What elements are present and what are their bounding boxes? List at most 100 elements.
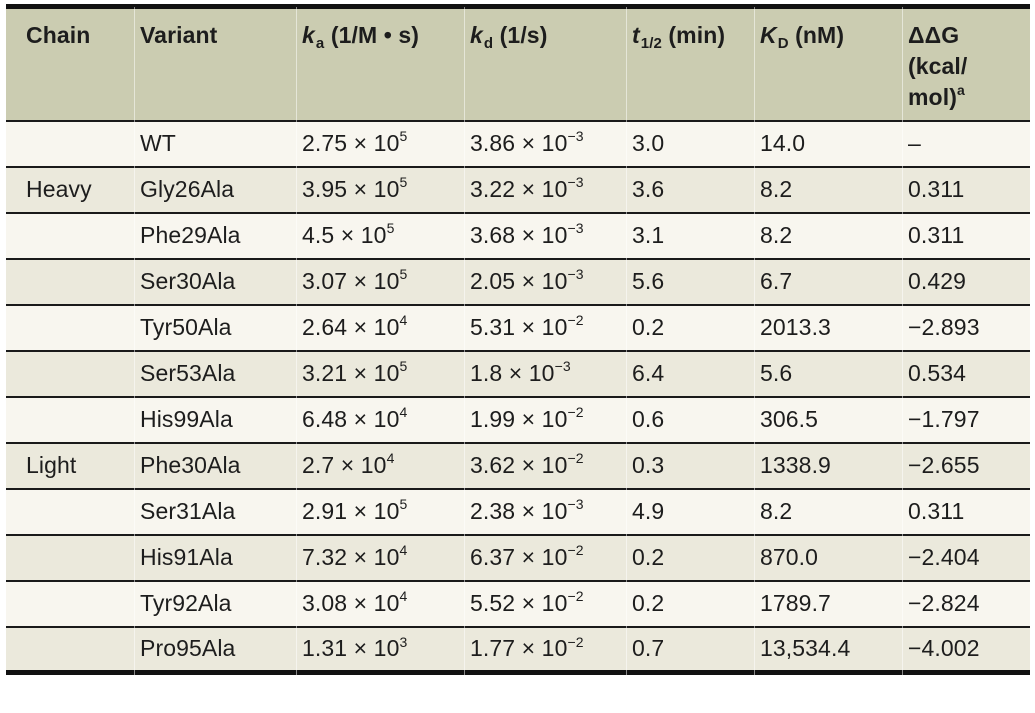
cell-ddg: 0.534 bbox=[908, 360, 967, 386]
cell-kd: 6.37 × 10−2 bbox=[470, 542, 584, 570]
cell-ka: 7.32 × 104 bbox=[302, 542, 408, 570]
cell-kd: 2.05 × 10−3 bbox=[470, 266, 584, 294]
table-row: WT 2.75 × 105 3.86 × 10−3 3.0 14.0 – bbox=[6, 120, 1030, 167]
cell-kd: 3.62 × 10−2 bbox=[470, 450, 584, 478]
column-header-variant: Variant bbox=[134, 6, 296, 121]
cell-ddg: −2.404 bbox=[908, 544, 980, 570]
table-row: Tyr50Ala 2.64 × 104 5.31 × 10−2 0.2 2013.3 −2… bbox=[6, 304, 1030, 351]
cell-chain bbox=[6, 121, 134, 167]
table-row: His99Ala 6.48 × 104 1.99 × 10−2 0.6 306.5 −1.… bbox=[6, 396, 1030, 443]
cell-ddg: −2.655 bbox=[908, 452, 980, 478]
cell-ka: 2.91 × 105 bbox=[302, 496, 408, 524]
cell-ddg: −2.893 bbox=[908, 314, 980, 340]
cell-chain bbox=[6, 351, 134, 397]
cell-kd: 2.38 × 10−3 bbox=[470, 496, 584, 524]
cell-ka: 3.08 × 104 bbox=[302, 588, 408, 616]
cell-ka: 1.31 × 103 bbox=[302, 633, 408, 662]
cell-ddg: 0.311 bbox=[908, 176, 965, 202]
cell-ka: 3.07 × 105 bbox=[302, 266, 408, 294]
binding-kinetics-table: Chain Variant ka (1/M • s) kd (1/s) t1/2 (mi… bbox=[6, 4, 1030, 675]
cell-ddg: 0.429 bbox=[908, 268, 967, 294]
cell-chain bbox=[6, 397, 134, 443]
table-row: Phe29Ala 4.5 × 105 3.68 × 10−3 3.1 8.2 0.311 bbox=[6, 212, 1030, 259]
cell-thalf: 0.3 bbox=[632, 452, 665, 478]
cell-ka: 4.5 × 105 bbox=[302, 220, 395, 248]
cell-ka: 3.95 × 105 bbox=[302, 174, 408, 202]
cell-kD: 1338.9 bbox=[760, 452, 831, 478]
header-row: Chain Variant ka (1/M • s) kd (1/s) t1/2 (mi… bbox=[6, 6, 1030, 121]
cell-variant: Ser53Ala bbox=[140, 360, 236, 386]
cell-variant: Ser30Ala bbox=[140, 268, 236, 294]
cell-thalf: 3.1 bbox=[632, 222, 665, 248]
cell-kD: 8.2 bbox=[760, 498, 793, 524]
cell-chain: Light bbox=[26, 452, 77, 478]
cell-kd: 3.86 × 10−3 bbox=[470, 128, 584, 156]
cell-ddg: 0.311 bbox=[908, 498, 965, 524]
cell-ddg: −2.824 bbox=[908, 590, 980, 616]
cell-ka: 2.64 × 104 bbox=[302, 312, 408, 340]
cell-kD: 8.2 bbox=[760, 222, 793, 248]
cell-chain bbox=[6, 535, 134, 581]
cell-kD: 13,534.4 bbox=[760, 635, 851, 662]
cell-kD: 870.0 bbox=[760, 544, 819, 570]
cell-ka: 6.48 × 104 bbox=[302, 404, 408, 432]
cell-variant: Phe30Ala bbox=[140, 452, 241, 478]
cell-thalf: 0.6 bbox=[632, 406, 665, 432]
table-row: Tyr92Ala 3.08 × 104 5.52 × 10−2 0.2 1789.7 −2… bbox=[6, 580, 1030, 627]
kinetics-table: Chain Variant ka (1/M • s) kd (1/s) t1/2 (mi… bbox=[6, 4, 1030, 703]
cell-thalf: 3.0 bbox=[632, 130, 665, 156]
cell-variant: His99Ala bbox=[140, 406, 233, 432]
cell-ka: 2.75 × 105 bbox=[302, 128, 408, 156]
cell-variant: Ser31Ala bbox=[140, 498, 236, 524]
cell-chain bbox=[6, 259, 134, 305]
cell-variant: Phe29Ala bbox=[140, 222, 241, 248]
column-header-kd: kd (1/s) bbox=[464, 6, 626, 121]
cell-chain: Heavy bbox=[26, 176, 92, 202]
column-header-thalf: t1/2 (min) bbox=[626, 6, 754, 121]
cell-ddg: – bbox=[908, 130, 921, 156]
cell-kD: 5.6 bbox=[760, 360, 793, 386]
table-row: Ser31Ala 2.91 × 105 2.38 × 10−3 4.9 8.2 0.311 bbox=[6, 488, 1030, 535]
cell-kd: 1.8 × 10−3 bbox=[470, 358, 571, 386]
cell-kD: 6.7 bbox=[760, 268, 793, 294]
cell-thalf: 0.2 bbox=[632, 590, 665, 616]
table-row: Ser53Ala 3.21 × 105 1.8 × 10−3 6.4 5.6 0.534 bbox=[6, 350, 1030, 397]
cell-variant: His91Ala bbox=[140, 544, 233, 570]
column-header-ddg: ΔΔG (kcal/mol)a bbox=[902, 6, 1030, 121]
table-header: Chain Variant ka (1/M • s) kd (1/s) t1/2 (mi… bbox=[6, 6, 1030, 121]
cell-kd: 5.31 × 10−2 bbox=[470, 312, 584, 340]
cell-kd: 1.77 × 10−2 bbox=[470, 633, 584, 662]
cell-kD: 14.0 bbox=[760, 130, 806, 156]
cell-ddg: −1.797 bbox=[908, 406, 980, 432]
cell-variant: Pro95Ala bbox=[140, 635, 236, 662]
table-row: Light Phe30Ala 2.7 × 104 3.62 × 10−2 0.3 1338… bbox=[6, 442, 1030, 489]
cell-thalf: 4.9 bbox=[632, 498, 665, 524]
table-row: Ser30Ala 3.07 × 105 2.05 × 10−3 5.6 6.7 0.429 bbox=[6, 258, 1030, 305]
cell-thalf: 3.6 bbox=[632, 176, 665, 202]
cell-chain bbox=[6, 581, 134, 627]
cell-ddg: −4.002 bbox=[908, 635, 980, 662]
column-header-kD: KD (nM) bbox=[754, 6, 902, 121]
table-row: Pro95Ala 1.31 × 103 1.77 × 10−2 0.7 13,534.4… bbox=[6, 626, 1030, 673]
table-row: Heavy Gly26Ala 3.95 × 105 3.22 × 10−3 3.6 8.2… bbox=[6, 166, 1030, 213]
cell-thalf: 0.2 bbox=[632, 544, 665, 570]
cell-kd: 3.22 × 10−3 bbox=[470, 174, 584, 202]
table-body: WT 2.75 × 105 3.86 × 10−3 3.0 14.0 – Heavy Gly2… bbox=[6, 120, 1030, 673]
cell-chain bbox=[6, 305, 134, 351]
column-header-ka: ka (1/M • s) bbox=[296, 6, 464, 121]
cell-chain bbox=[6, 627, 134, 673]
cell-thalf: 5.6 bbox=[632, 268, 665, 294]
table-row: His91Ala 7.32 × 104 6.37 × 10−2 0.2 870.0 −2.… bbox=[6, 534, 1030, 581]
cell-kd: 1.99 × 10−2 bbox=[470, 404, 584, 432]
cell-kd: 5.52 × 10−2 bbox=[470, 588, 584, 616]
cell-variant: Gly26Ala bbox=[140, 176, 235, 202]
cell-thalf: 0.7 bbox=[632, 635, 665, 662]
column-header-chain: Chain bbox=[6, 6, 134, 121]
cell-kd: 3.68 × 10−3 bbox=[470, 220, 584, 248]
cell-chain bbox=[6, 489, 134, 535]
cell-ddg: 0.311 bbox=[908, 222, 965, 248]
cell-ka: 2.7 × 104 bbox=[302, 450, 395, 478]
cell-kD: 1789.7 bbox=[760, 590, 831, 616]
cell-kD: 8.2 bbox=[760, 176, 793, 202]
cell-variant: WT bbox=[140, 130, 176, 156]
